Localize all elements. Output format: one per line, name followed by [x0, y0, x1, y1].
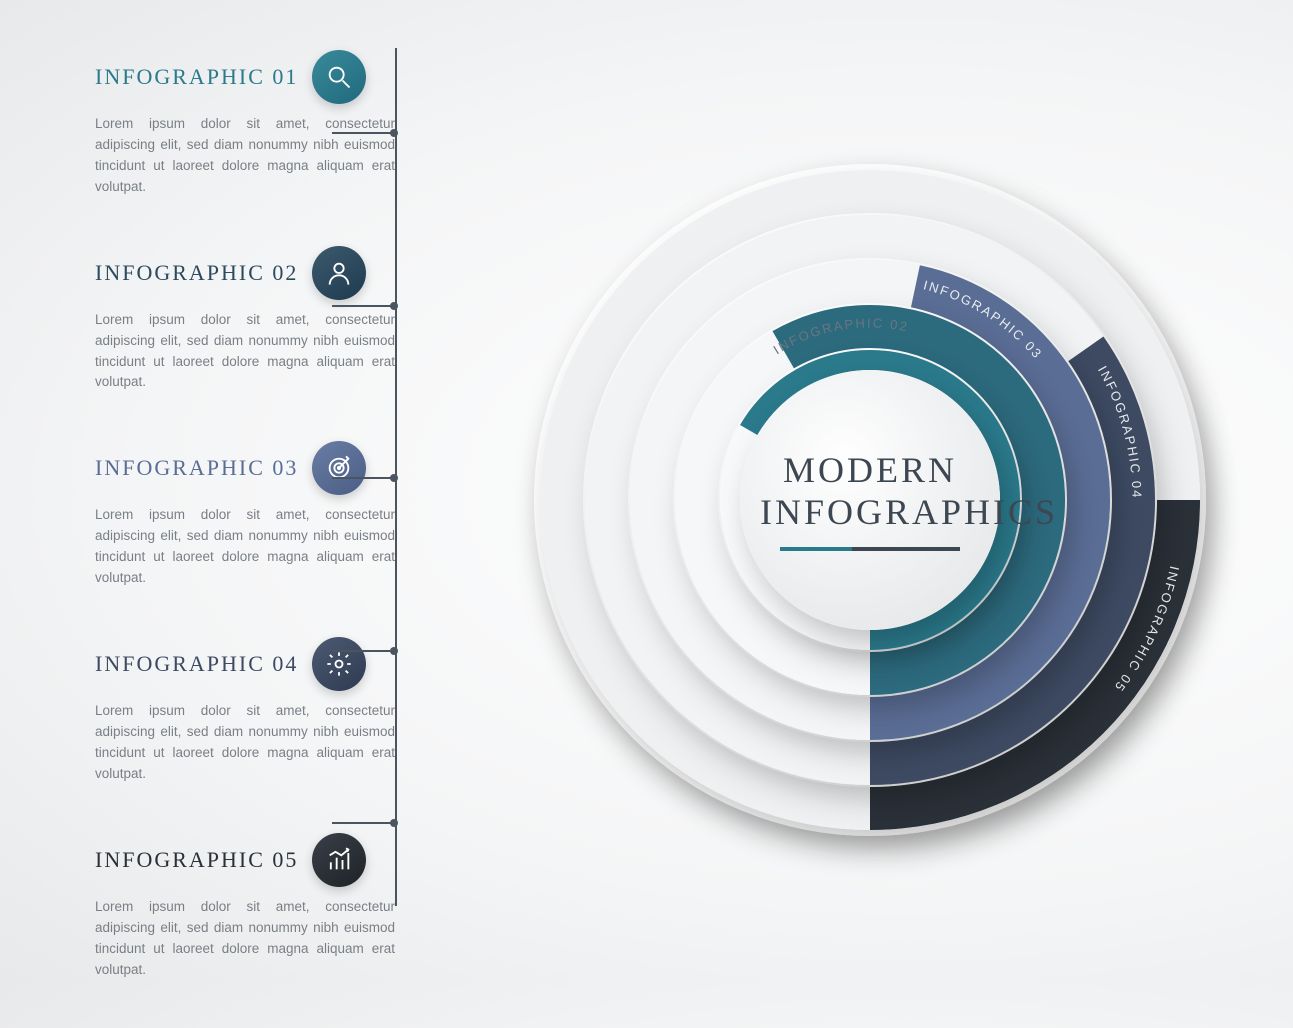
- info-item-05: INFOGRAPHIC 05 Lorem ipsum dolor sit ame…: [95, 833, 395, 981]
- connector: [332, 305, 394, 307]
- connector: [332, 477, 394, 479]
- item-body-02: Lorem ipsum dolor sit amet, consectetur …: [95, 310, 395, 394]
- connector: [332, 132, 394, 134]
- search-icon: [312, 50, 366, 104]
- items-panel: INFOGRAPHIC 01 Lorem ipsum dolor sit ame…: [95, 50, 395, 1028]
- center-line2: INFOGRAPHICS: [760, 491, 980, 533]
- item-body-04: Lorem ipsum dolor sit amet, consectetur …: [95, 701, 395, 785]
- concentric-chart: INFOGRAPHIC 05INFOGRAPHIC 04INFOGRAPHIC …: [490, 120, 1250, 880]
- chart-icon: [312, 833, 366, 887]
- center-underline: [780, 547, 960, 551]
- gear-icon: [312, 637, 366, 691]
- connector: [332, 650, 394, 652]
- item-title-04: INFOGRAPHIC 04: [95, 651, 298, 677]
- info-item-03: INFOGRAPHIC 03 Lorem ipsum dolor sit ame…: [95, 441, 395, 589]
- item-body-03: Lorem ipsum dolor sit amet, consectetur …: [95, 505, 395, 589]
- item-body-05: Lorem ipsum dolor sit amet, consectetur …: [95, 897, 395, 981]
- item-title-01: INFOGRAPHIC 01: [95, 64, 298, 90]
- info-item-02: INFOGRAPHIC 02 Lorem ipsum dolor sit ame…: [95, 246, 395, 394]
- center-title: MODERN INFOGRAPHICS: [760, 449, 980, 551]
- target-icon: [312, 441, 366, 495]
- user-icon: [312, 246, 366, 300]
- info-item-04: INFOGRAPHIC 04 Lorem ipsum dolor sit ame…: [95, 637, 395, 785]
- connector: [332, 822, 394, 824]
- item-title-05: INFOGRAPHIC 05: [95, 847, 298, 873]
- center-line1: MODERN: [760, 449, 980, 491]
- info-item-01: INFOGRAPHIC 01 Lorem ipsum dolor sit ame…: [95, 50, 395, 198]
- item-title-03: INFOGRAPHIC 03: [95, 455, 298, 481]
- item-body-01: Lorem ipsum dolor sit amet, consectetur …: [95, 114, 395, 198]
- item-title-02: INFOGRAPHIC 02: [95, 260, 298, 286]
